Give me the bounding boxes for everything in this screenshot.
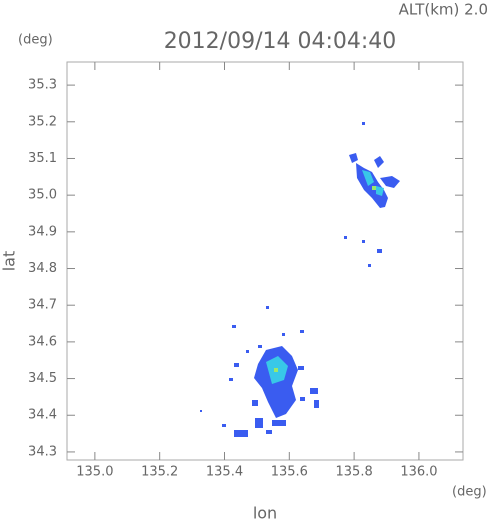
y-unit: (deg) [18, 33, 53, 48]
y-tick-label: 34.5 [28, 371, 57, 386]
y-tick-label: 35.1 [28, 151, 57, 166]
y-tick-label: 34.6 [28, 334, 57, 349]
y-tick-label: 34.4 [28, 408, 57, 423]
x-tick-label: 135.0 [76, 465, 113, 480]
y-tick-label: 35.0 [28, 188, 57, 203]
chart-title: 2012/09/14 04:04:40 [164, 29, 397, 54]
echo-field [200, 122, 400, 437]
x-tick-label: 135.8 [336, 465, 373, 480]
y-tick-label: 35.3 [28, 78, 57, 93]
y-tick-label: 34.8 [28, 261, 57, 276]
y-axis-label: lat [0, 251, 19, 272]
x-tick-label: 135.6 [271, 465, 308, 480]
x-tick-label: 135.4 [206, 465, 243, 480]
x-tick-label: 136.0 [400, 465, 437, 480]
altitude-label: ALT(km) 2.0 [399, 1, 488, 19]
y-tick-label: 35.2 [28, 114, 57, 129]
y-tick-label: 34.9 [28, 224, 57, 239]
y-tick-label: 34.3 [28, 444, 57, 459]
plot-frame [66, 61, 464, 461]
x-axis-label: lon [253, 504, 277, 521]
x-unit: (deg) [452, 485, 487, 500]
y-tick-label: 34.7 [28, 298, 57, 313]
x-tick-label: 135.2 [141, 465, 178, 480]
